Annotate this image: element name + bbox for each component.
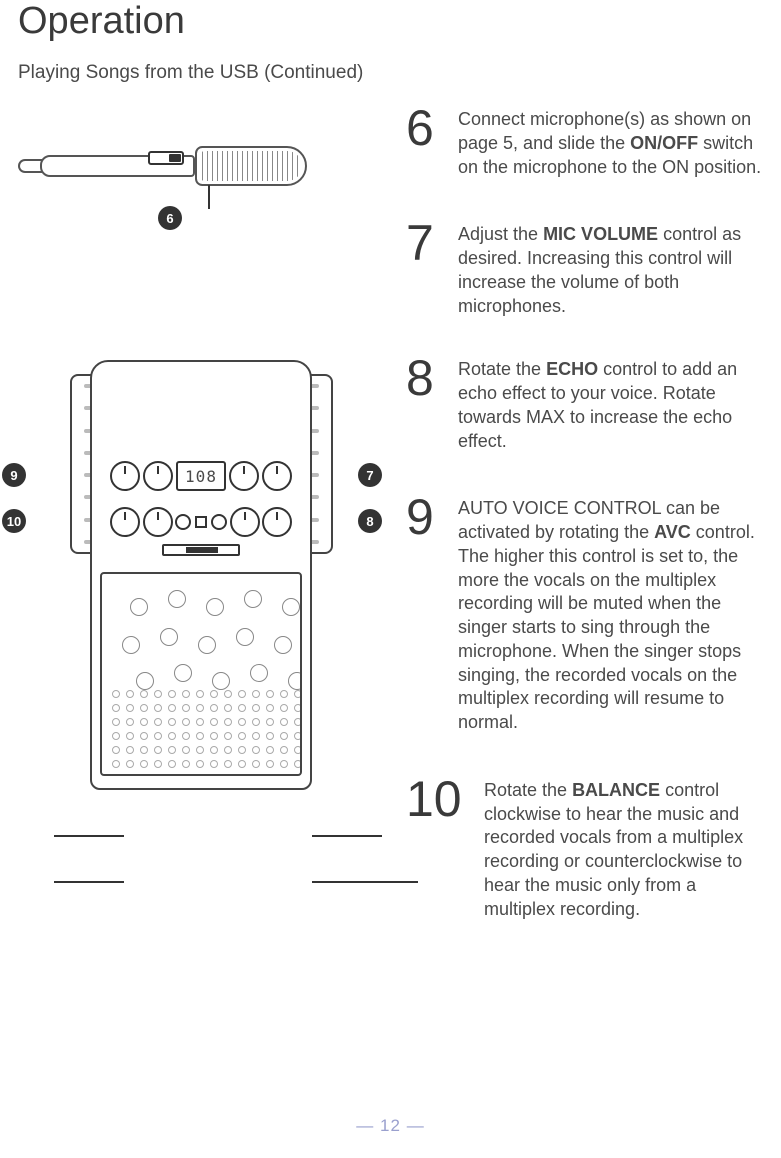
step-text: Rotate the BALANCE control clockwise to … (484, 779, 771, 922)
callout-badge-10: 10 (2, 509, 26, 533)
instruction-steps: 6Connect microphone(s) as shown on page … (406, 108, 771, 955)
step-text: Connect microphone(s) as shown on page 5… (458, 108, 771, 179)
footer-dash: — (407, 1116, 425, 1135)
instruction-step: 8Rotate the ECHO control to add an echo … (406, 358, 771, 453)
knob (143, 507, 173, 537)
instruction-step: 10Rotate the BALANCE control clockwise t… (406, 779, 771, 922)
callout-badge-7: 7 (358, 463, 382, 487)
callout-badge-9: 9 (2, 463, 26, 487)
page-number: 12 (380, 1116, 401, 1135)
lcd-display: 108 (176, 461, 226, 491)
speaker-grill (100, 572, 302, 776)
small-button (195, 516, 207, 528)
step-number: 8 (406, 356, 458, 401)
footer-dash: — (356, 1116, 374, 1135)
small-button (211, 514, 227, 530)
karaoke-machine-illustration: 108 (54, 360, 349, 800)
microphone-illustration (40, 135, 310, 205)
instruction-step: 6Connect microphone(s) as shown on page … (406, 108, 771, 179)
step-number: 7 (406, 221, 458, 266)
instruction-step: 7Adjust the MIC VOLUME control as desire… (406, 223, 771, 318)
knob (143, 461, 173, 491)
knob (110, 507, 140, 537)
knob (262, 461, 292, 491)
knob (230, 507, 260, 537)
small-button (175, 514, 191, 530)
page-title: Operation (18, 0, 185, 43)
knob (262, 507, 292, 537)
usb-slot (162, 544, 240, 556)
knob (110, 461, 140, 491)
callout-badge-8: 8 (358, 509, 382, 533)
knob (229, 461, 259, 491)
step-text: Rotate the ECHO control to add an echo e… (458, 358, 771, 453)
callout-badge-6: 6 (158, 206, 182, 230)
step-number: 9 (406, 495, 458, 540)
step-number: 6 (406, 106, 458, 151)
page-subtitle: Playing Songs from the USB (Continued) (18, 62, 363, 84)
step-text: AUTO VOICE CONTROL can be activated by r… (458, 497, 771, 735)
step-number: 10 (406, 777, 484, 822)
step-text: Adjust the MIC VOLUME control as desired… (458, 223, 771, 318)
instruction-step: 9AUTO VOICE CONTROL can be activated by … (406, 497, 771, 735)
page-footer: — 12 — (0, 1116, 781, 1136)
